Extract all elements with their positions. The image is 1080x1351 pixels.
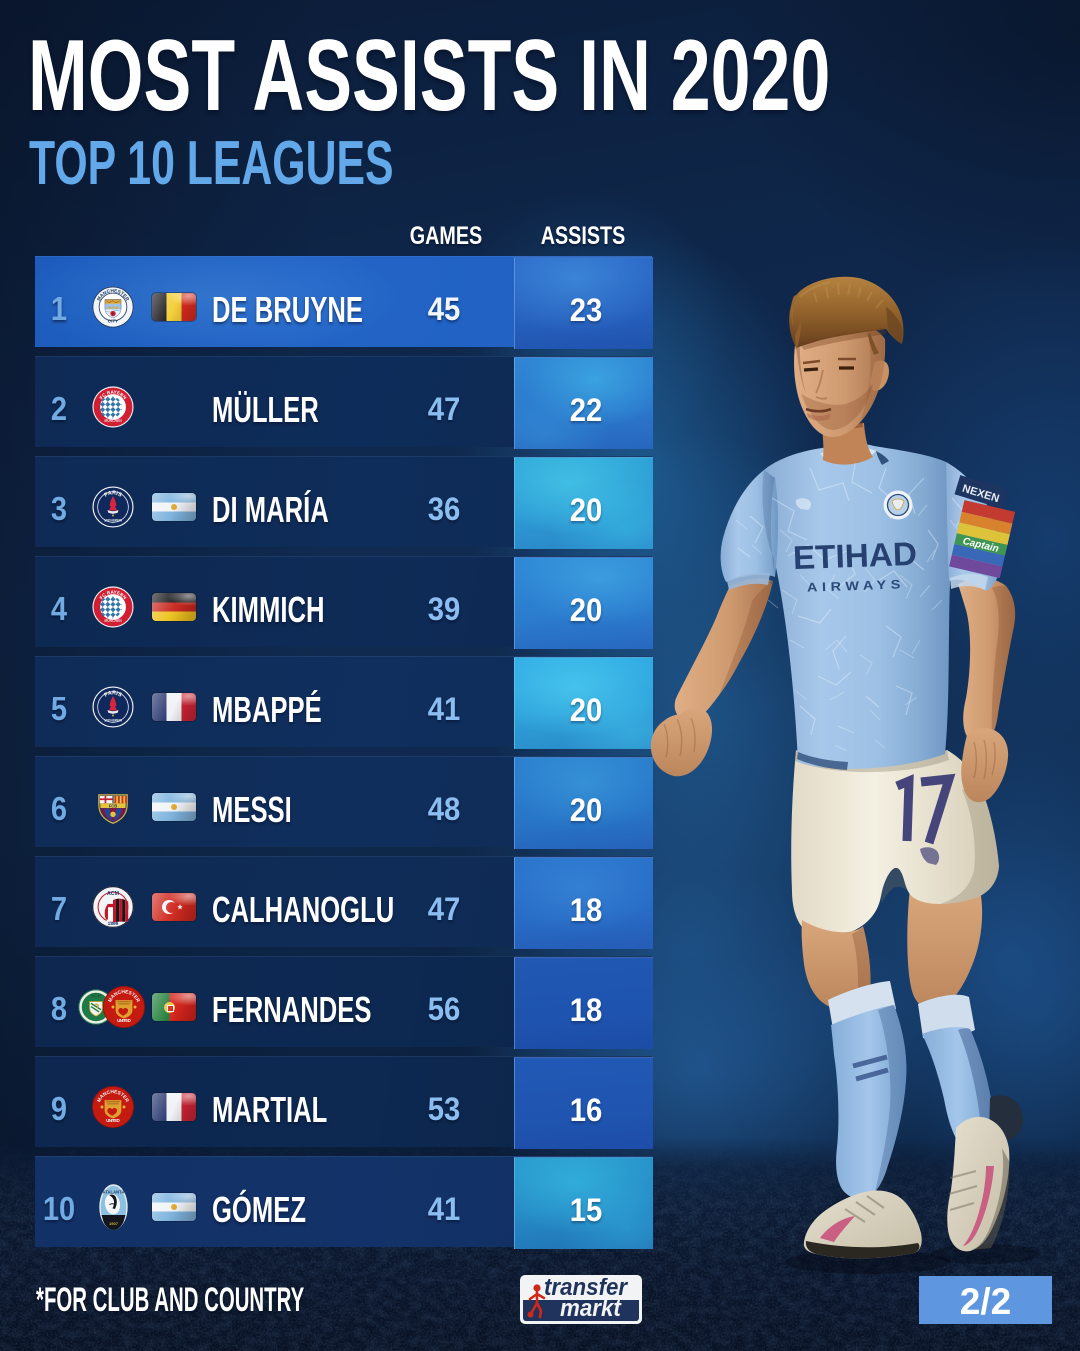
svg-text:AIRWAYS: AIRWAYS [807, 577, 905, 594]
svg-text:FCB: FCB [109, 803, 118, 808]
svg-text:ETIHAD: ETIHAD [792, 535, 917, 576]
svg-text:1907: 1907 [109, 1221, 119, 1226]
svg-text:SAINT-GERMAIN: SAINT-GERMAIN [104, 518, 122, 522]
svg-text:SAINT-GERMAIN: SAINT-GERMAIN [104, 718, 122, 722]
svg-text:1899: 1899 [108, 921, 119, 927]
svg-text:MÜNCHEN: MÜNCHEN [104, 417, 121, 423]
svg-text:MÜNCHEN: MÜNCHEN [104, 617, 121, 623]
svg-text:ACM: ACM [107, 891, 120, 897]
svg-text:UNITED: UNITED [106, 1118, 120, 1123]
svg-text:UNITED: UNITED [117, 1018, 131, 1023]
svg-text:PARIS: PARIS [103, 690, 123, 698]
svg-text:CITY: CITY [108, 318, 119, 323]
svg-text:SCP: SCP [90, 993, 101, 999]
svg-text:PARIS: PARIS [103, 490, 123, 498]
svg-text:ATALANTA: ATALANTA [103, 1190, 125, 1195]
